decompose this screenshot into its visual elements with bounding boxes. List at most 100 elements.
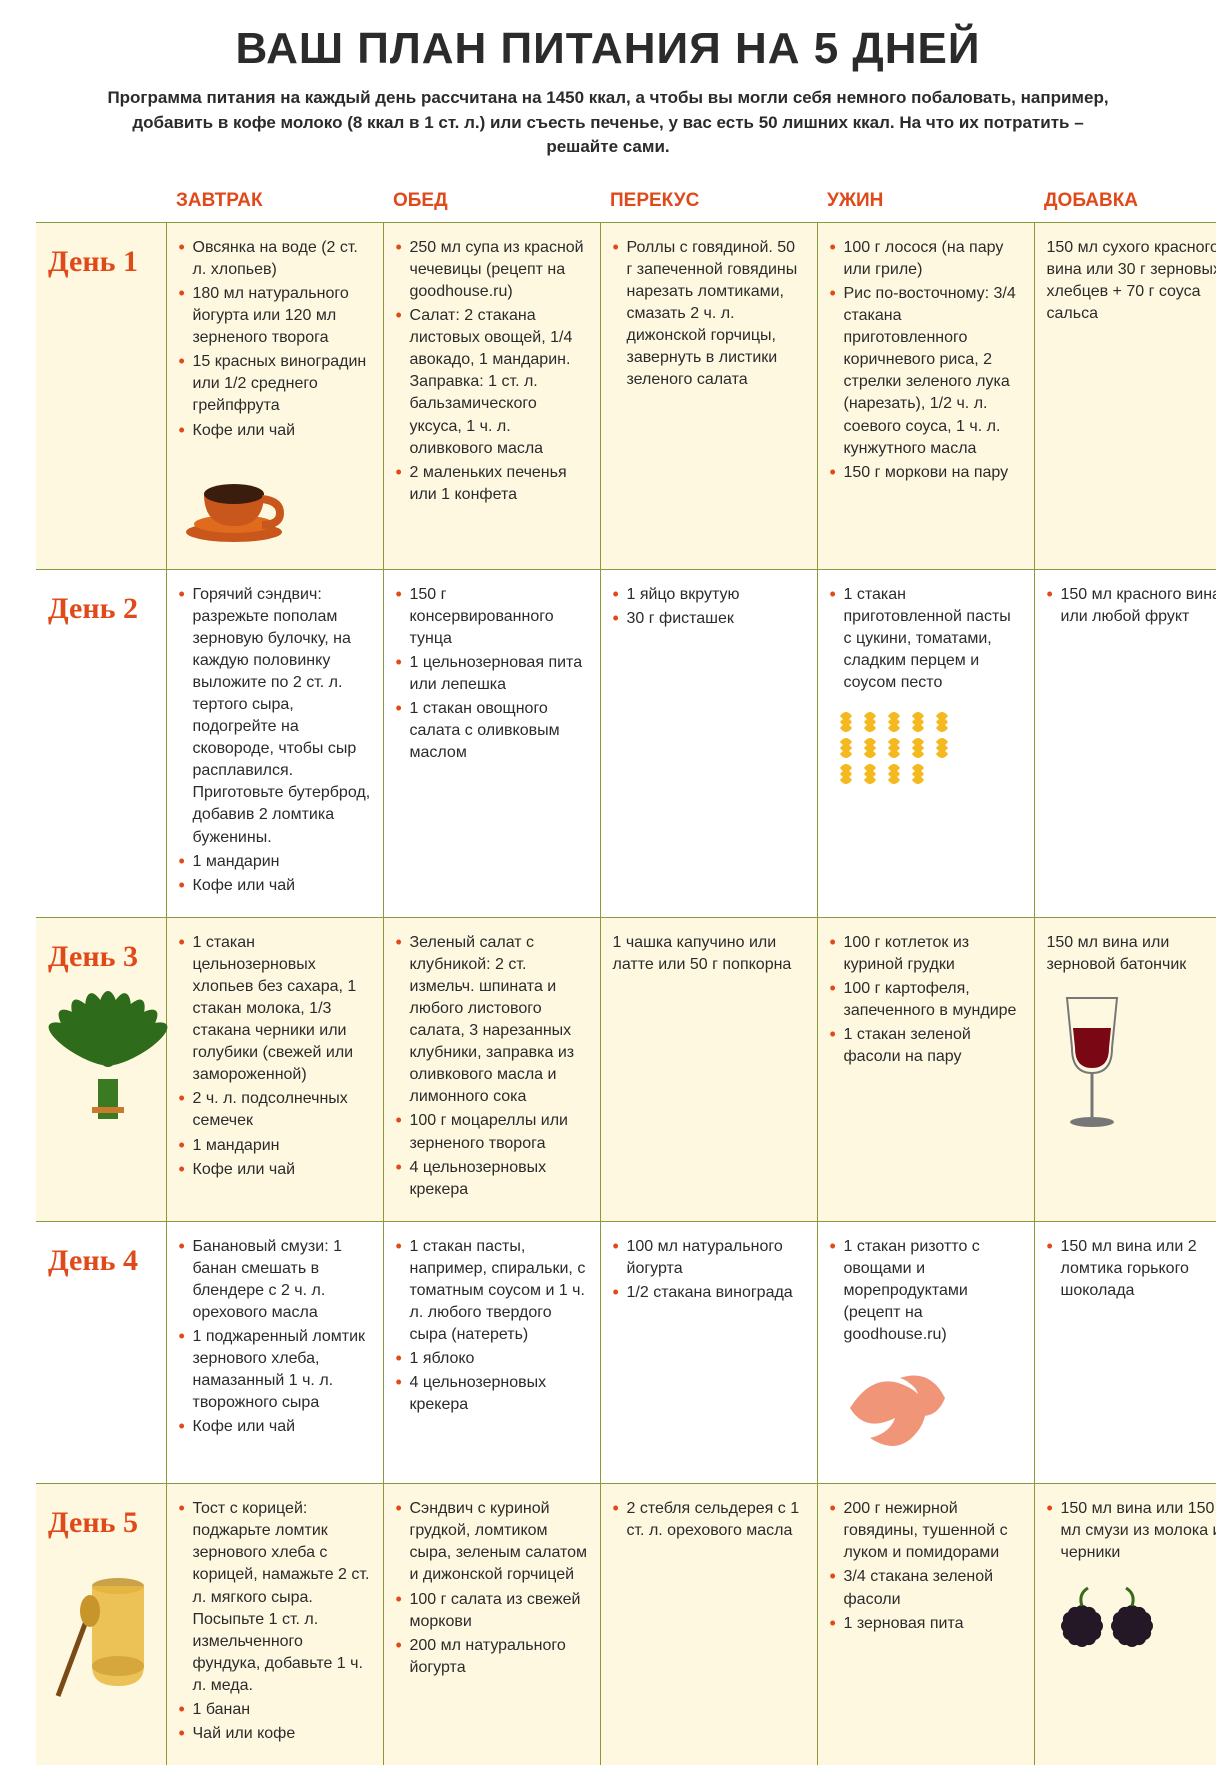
meal-item: 1 банан <box>179 1699 371 1721</box>
meal-item: 250 мл супа из красной чечевицы (рецепт … <box>396 237 588 303</box>
meal-plan-table: ЗАВТРАК ОБЕД ПЕРЕКУС УЖИН ДОБАВКА День 1… <box>36 182 1216 1765</box>
page-title: ВАШ ПЛАН ПИТАНИЯ НА 5 ДНЕЙ <box>36 24 1180 74</box>
cell-dinner: 1 стакан приготовленной пасты с цукини, … <box>817 569 1034 917</box>
meal-list: 100 г котлеток из куриной грудки100 г ка… <box>830 932 1022 1068</box>
meal-item: 1 чашка капучино или латте или 50 г попк… <box>613 932 805 976</box>
meal-item: 150 мл вина или 2 ломтика горького шокол… <box>1047 1236 1216 1302</box>
cell-extra: 150 мл красного вина или любой фрукт <box>1034 569 1216 917</box>
cell-dinner: 100 г котлеток из куриной грудки100 г ка… <box>817 917 1034 1221</box>
meal-list: 100 г лосося (на пару или гриле)Рис по-в… <box>830 237 1022 484</box>
meal-item: 15 красных виноградин или 1/2 среднего г… <box>179 351 371 417</box>
meal-item: 100 г салата из свежей моркови <box>396 1589 588 1633</box>
meal-list: 2 стебля сельдерея с 1 ст. л. орехового … <box>613 1498 805 1542</box>
meal-item: 1 стакан цельнозерновых хлопьев без саха… <box>179 932 371 1087</box>
day-row: День 1Овсянка на воде (2 ст. л. хлопьев)… <box>36 222 1216 569</box>
meal-item: Кофе или чай <box>179 875 371 897</box>
meal-item: 30 г фисташек <box>613 608 805 630</box>
cell-dinner: 1 стакан ризотто с овощами и морепродукт… <box>817 1221 1034 1483</box>
meal-item: 4 цельнозерновых крекера <box>396 1372 588 1416</box>
meal-item: 1/2 стакана винограда <box>613 1282 805 1304</box>
meal-item: 1 поджаренный ломтик зернового хлеба, на… <box>179 1326 371 1414</box>
meal-list: Банановый смузи: 1 банан смешать в бленд… <box>179 1236 371 1439</box>
meal-item: 150 мл вина или зерновой батончик <box>1047 932 1216 976</box>
meal-item: 100 г котлеток из куриной грудки <box>830 932 1022 976</box>
meal-list: 250 мл супа из красной чечевицы (рецепт … <box>396 237 588 506</box>
cell-breakfast: Банановый смузи: 1 банан смешать в бленд… <box>166 1221 383 1483</box>
meal-item: 1 яблоко <box>396 1348 588 1370</box>
meal-item: 1 мандарин <box>179 1135 371 1157</box>
meal-item: 180 мл натурального йогурта или 120 мл з… <box>179 283 371 349</box>
meal-list: Тост с корицей: поджарьте ломтик зерново… <box>179 1498 371 1745</box>
meal-item: 1 стакан приготовленной пасты с цукини, … <box>830 584 1022 694</box>
col-snack: ПЕРЕКУС <box>600 182 817 223</box>
cell-lunch: 150 г консервированного тунца1 цельнозер… <box>383 569 600 917</box>
meal-item: 150 мл сухого красного вина или 30 г зер… <box>1047 237 1216 325</box>
cell-breakfast: Тост с корицей: поджарьте ломтик зерново… <box>166 1484 383 1765</box>
col-breakfast: ЗАВТРАК <box>166 182 383 223</box>
meal-item: 100 г моцареллы или зерненого творога <box>396 1110 588 1154</box>
cell-snack: 2 стебля сельдерея с 1 ст. л. орехового … <box>600 1484 817 1765</box>
meal-item: Салат: 2 стакана листовых овощей, 1/4 ав… <box>396 305 588 460</box>
meal-item: 100 г картофеля, запеченного в мундире <box>830 978 1022 1022</box>
meal-item: 1 стакан зеленой фасоли на пару <box>830 1024 1022 1068</box>
cell-snack: 1 чашка капучино или латте или 50 г попк… <box>600 917 817 1221</box>
meal-item: Зеленый салат с клубникой: 2 ст. измельч… <box>396 932 588 1109</box>
meal-item: Кофе или чай <box>179 420 371 442</box>
cell-snack: Роллы с говядиной. 50 г запеченной говяд… <box>600 222 817 569</box>
meal-list: 1 стакан пасты, например, спиральки, с т… <box>396 1236 588 1417</box>
meal-item: 1 стакан ризотто с овощами и морепродукт… <box>830 1236 1022 1346</box>
meal-item: 1 цельнозерновая пита или лепешка <box>396 652 588 696</box>
meal-list: 1 чашка капучино или латте или 50 г попк… <box>613 932 805 976</box>
meal-list: Горячий сэндвич: разрежьте пополам зерно… <box>179 584 371 897</box>
cell-extra: 150 мл вина или 2 ломтика горького шокол… <box>1034 1221 1216 1483</box>
meal-item: Рис по-восточному: 3/4 стакана приготовл… <box>830 283 1022 460</box>
cell-extra: 150 мл вина или зерновой батончик <box>1034 917 1216 1221</box>
meal-list: 1 стакан ризотто с овощами и морепродукт… <box>830 1236 1022 1346</box>
day-row: День 31 стакан цельнозерновых хлопьев бе… <box>36 917 1216 1221</box>
meal-item: 200 мл натурального йогурта <box>396 1635 588 1679</box>
cell-breakfast: Горячий сэндвич: разрежьте пополам зерно… <box>166 569 383 917</box>
meal-item: 200 г нежирной говядины, тушенной с луко… <box>830 1498 1022 1564</box>
meal-list: 100 мл натурального йогурта1/2 стакана в… <box>613 1236 805 1304</box>
meal-list: 150 мл вина или 150 мл смузи из молока и… <box>1047 1498 1216 1564</box>
meal-item: Сэндвич с куриной грудкой, ломтиком сыра… <box>396 1498 588 1586</box>
cell-snack: 1 яйцо вкрутую30 г фисташек <box>600 569 817 917</box>
meal-item: 150 мл вина или 150 мл смузи из молока и… <box>1047 1498 1216 1564</box>
wine-glass-icon <box>1047 988 1216 1145</box>
meal-item: 150 г моркови на пару <box>830 462 1022 484</box>
meal-list: 200 г нежирной говядины, тушенной с луко… <box>830 1498 1022 1634</box>
meal-item: 1 яйцо вкрутую <box>613 584 805 606</box>
meal-item: 1 зерновая пита <box>830 1613 1022 1635</box>
cell-extra: 150 мл вина или 150 мл смузи из молока и… <box>1034 1484 1216 1765</box>
meal-list: 1 стакан цельнозерновых хлопьев без саха… <box>179 932 371 1181</box>
cell-lunch: Сэндвич с куриной грудкой, ломтиком сыра… <box>383 1484 600 1765</box>
day-row: День 4Банановый смузи: 1 банан смешать в… <box>36 1221 1216 1483</box>
meal-item: 100 мл натурального йогурта <box>613 1236 805 1280</box>
cell-dinner: 100 г лосося (на пару или гриле)Рис по-в… <box>817 222 1034 569</box>
day-row: День 5Тост с корицей: поджарьте ломтик з… <box>36 1484 1216 1765</box>
col-extra: ДОБАВКА <box>1034 182 1216 223</box>
meal-item: Тост с корицей: поджарьте ломтик зерново… <box>179 1498 371 1697</box>
day-name: День 2 <box>36 569 166 917</box>
pasta-icon <box>830 706 1022 803</box>
meal-item: 1 стакан пасты, например, спиральки, с т… <box>396 1236 588 1346</box>
shrimp-icon <box>830 1358 1022 1465</box>
meal-item: 2 ч. л. подсолнечных семечек <box>179 1088 371 1132</box>
meal-list: 1 стакан приготовленной пасты с цукини, … <box>830 584 1022 694</box>
meal-item: 2 маленьких печенья или 1 конфета <box>396 462 588 506</box>
meal-item: 150 г консервированного тунца <box>396 584 588 650</box>
meal-list: Сэндвич с куриной грудкой, ломтиком сыра… <box>396 1498 588 1679</box>
meal-list: 150 мл красного вина или любой фрукт <box>1047 584 1216 628</box>
meal-list: 1 яйцо вкрутую30 г фисташек <box>613 584 805 630</box>
meal-item: 2 стебля сельдерея с 1 ст. л. орехового … <box>613 1498 805 1542</box>
meal-list: 150 мл сухого красного вина или 30 г зер… <box>1047 237 1216 325</box>
meal-item: Роллы с говядиной. 50 г запеченной говяд… <box>613 237 805 392</box>
cell-lunch: 250 мл супа из красной чечевицы (рецепт … <box>383 222 600 569</box>
meal-list: Зеленый салат с клубникой: 2 ст. измельч… <box>396 932 588 1201</box>
cell-lunch: 1 стакан пасты, например, спиральки, с т… <box>383 1221 600 1483</box>
cell-extra: 150 мл сухого красного вина или 30 г зер… <box>1034 222 1216 569</box>
meal-list: 150 мл вина или зерновой батончик <box>1047 932 1216 976</box>
day-name: День 3 <box>36 917 166 1221</box>
meal-item: 100 г лосося (на пару или гриле) <box>830 237 1022 281</box>
cell-snack: 100 мл натурального йогурта1/2 стакана в… <box>600 1221 817 1483</box>
